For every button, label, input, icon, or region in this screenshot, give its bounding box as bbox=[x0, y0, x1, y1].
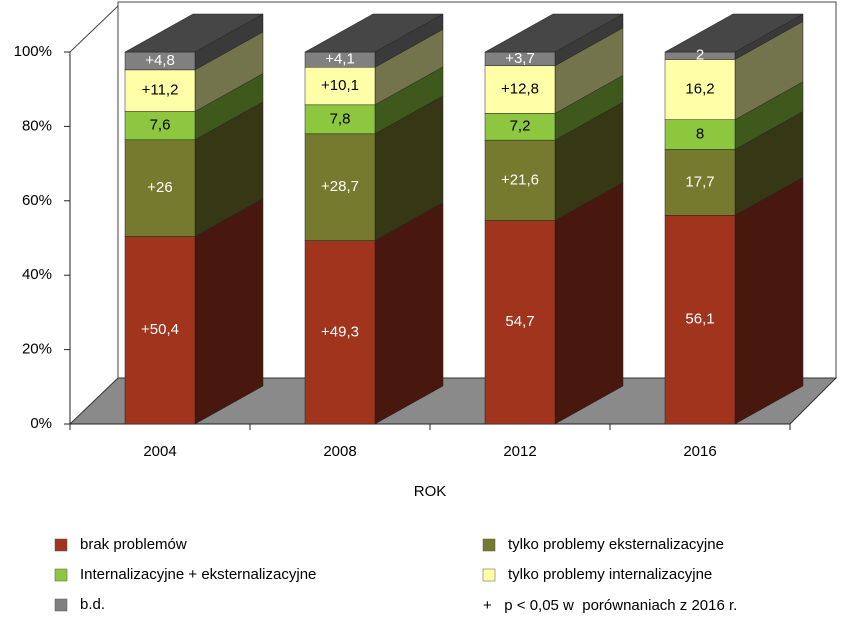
value-label: +4,1 bbox=[325, 51, 355, 68]
legend-swatch bbox=[54, 538, 68, 552]
bar-top bbox=[664, 13, 804, 53]
value-label: +28,7 bbox=[321, 178, 359, 195]
y-tick-label: 100% bbox=[14, 43, 52, 60]
value-label: 56,1 bbox=[685, 311, 714, 328]
value-label: +12,8 bbox=[501, 81, 539, 98]
bar-top bbox=[484, 13, 624, 53]
bar-side bbox=[374, 202, 444, 425]
value-label: 2 bbox=[696, 47, 704, 64]
bar bbox=[304, 240, 376, 425]
bar-side bbox=[194, 198, 264, 425]
bar-side bbox=[554, 182, 624, 425]
y-tick-label: 40% bbox=[22, 266, 52, 283]
bar bbox=[484, 139, 556, 221]
value-label: +49,3 bbox=[321, 323, 359, 340]
bar bbox=[484, 65, 556, 114]
bar bbox=[304, 104, 376, 135]
value-label: +10,1 bbox=[321, 77, 359, 94]
value-label: 16,2 bbox=[685, 81, 714, 98]
y-tick-label: 60% bbox=[22, 192, 52, 209]
bar bbox=[664, 149, 736, 216]
bar-top bbox=[124, 13, 264, 53]
legend-label: brak problemów bbox=[80, 536, 187, 553]
y-tick-label: 80% bbox=[22, 117, 52, 134]
value-label: 7,8 bbox=[330, 110, 351, 127]
legend-label: Internalizacyjne + eksternalizacyjne bbox=[80, 566, 316, 583]
bar bbox=[484, 220, 556, 425]
value-label: +21,6 bbox=[501, 171, 539, 188]
bar-side bbox=[734, 176, 804, 425]
bar bbox=[124, 236, 196, 425]
value-label: 8 bbox=[696, 126, 704, 143]
value-label: +4,8 bbox=[145, 52, 175, 69]
bar-top bbox=[304, 13, 444, 53]
bar bbox=[304, 133, 376, 241]
value-label: +50,4 bbox=[141, 321, 179, 338]
x-tick-label: 2012 bbox=[503, 443, 536, 460]
bar bbox=[124, 111, 196, 141]
value-label: 17,7 bbox=[685, 173, 714, 190]
value-label: +3,7 bbox=[505, 50, 535, 67]
footnote: + p < 0,05 w porównaniach z 2016 r. bbox=[483, 597, 737, 614]
value-label: 7,6 bbox=[150, 117, 171, 134]
legend-label: b.d. bbox=[80, 596, 105, 613]
x-tick-label: 2008 bbox=[323, 443, 356, 460]
bar bbox=[664, 215, 736, 425]
legend-swatch bbox=[54, 598, 68, 612]
legend-swatch bbox=[54, 568, 68, 582]
value-label: 7,2 bbox=[510, 118, 531, 135]
legend-label: tylko problemy internalizacyjne bbox=[508, 566, 712, 583]
value-label: 54,7 bbox=[505, 313, 534, 330]
legend-label: tylko problemy eksternalizacyjne bbox=[508, 536, 724, 553]
value-label: +11,2 bbox=[142, 82, 179, 99]
wall-edge bbox=[69, 5, 119, 53]
bar bbox=[304, 67, 376, 106]
bar bbox=[664, 119, 736, 150]
bar bbox=[664, 59, 736, 120]
x-axis-title: ROK bbox=[414, 483, 447, 500]
bar bbox=[124, 69, 196, 112]
legend-swatch bbox=[482, 568, 496, 582]
legend-swatch bbox=[482, 538, 496, 552]
bar bbox=[124, 139, 196, 237]
value-label: +26 bbox=[147, 179, 172, 196]
x-tick-label: 2004 bbox=[143, 443, 176, 460]
bar bbox=[484, 113, 556, 141]
y-tick-label: 0% bbox=[30, 415, 52, 432]
x-tick-label: 2016 bbox=[683, 443, 716, 460]
y-tick-label: 20% bbox=[22, 341, 52, 358]
